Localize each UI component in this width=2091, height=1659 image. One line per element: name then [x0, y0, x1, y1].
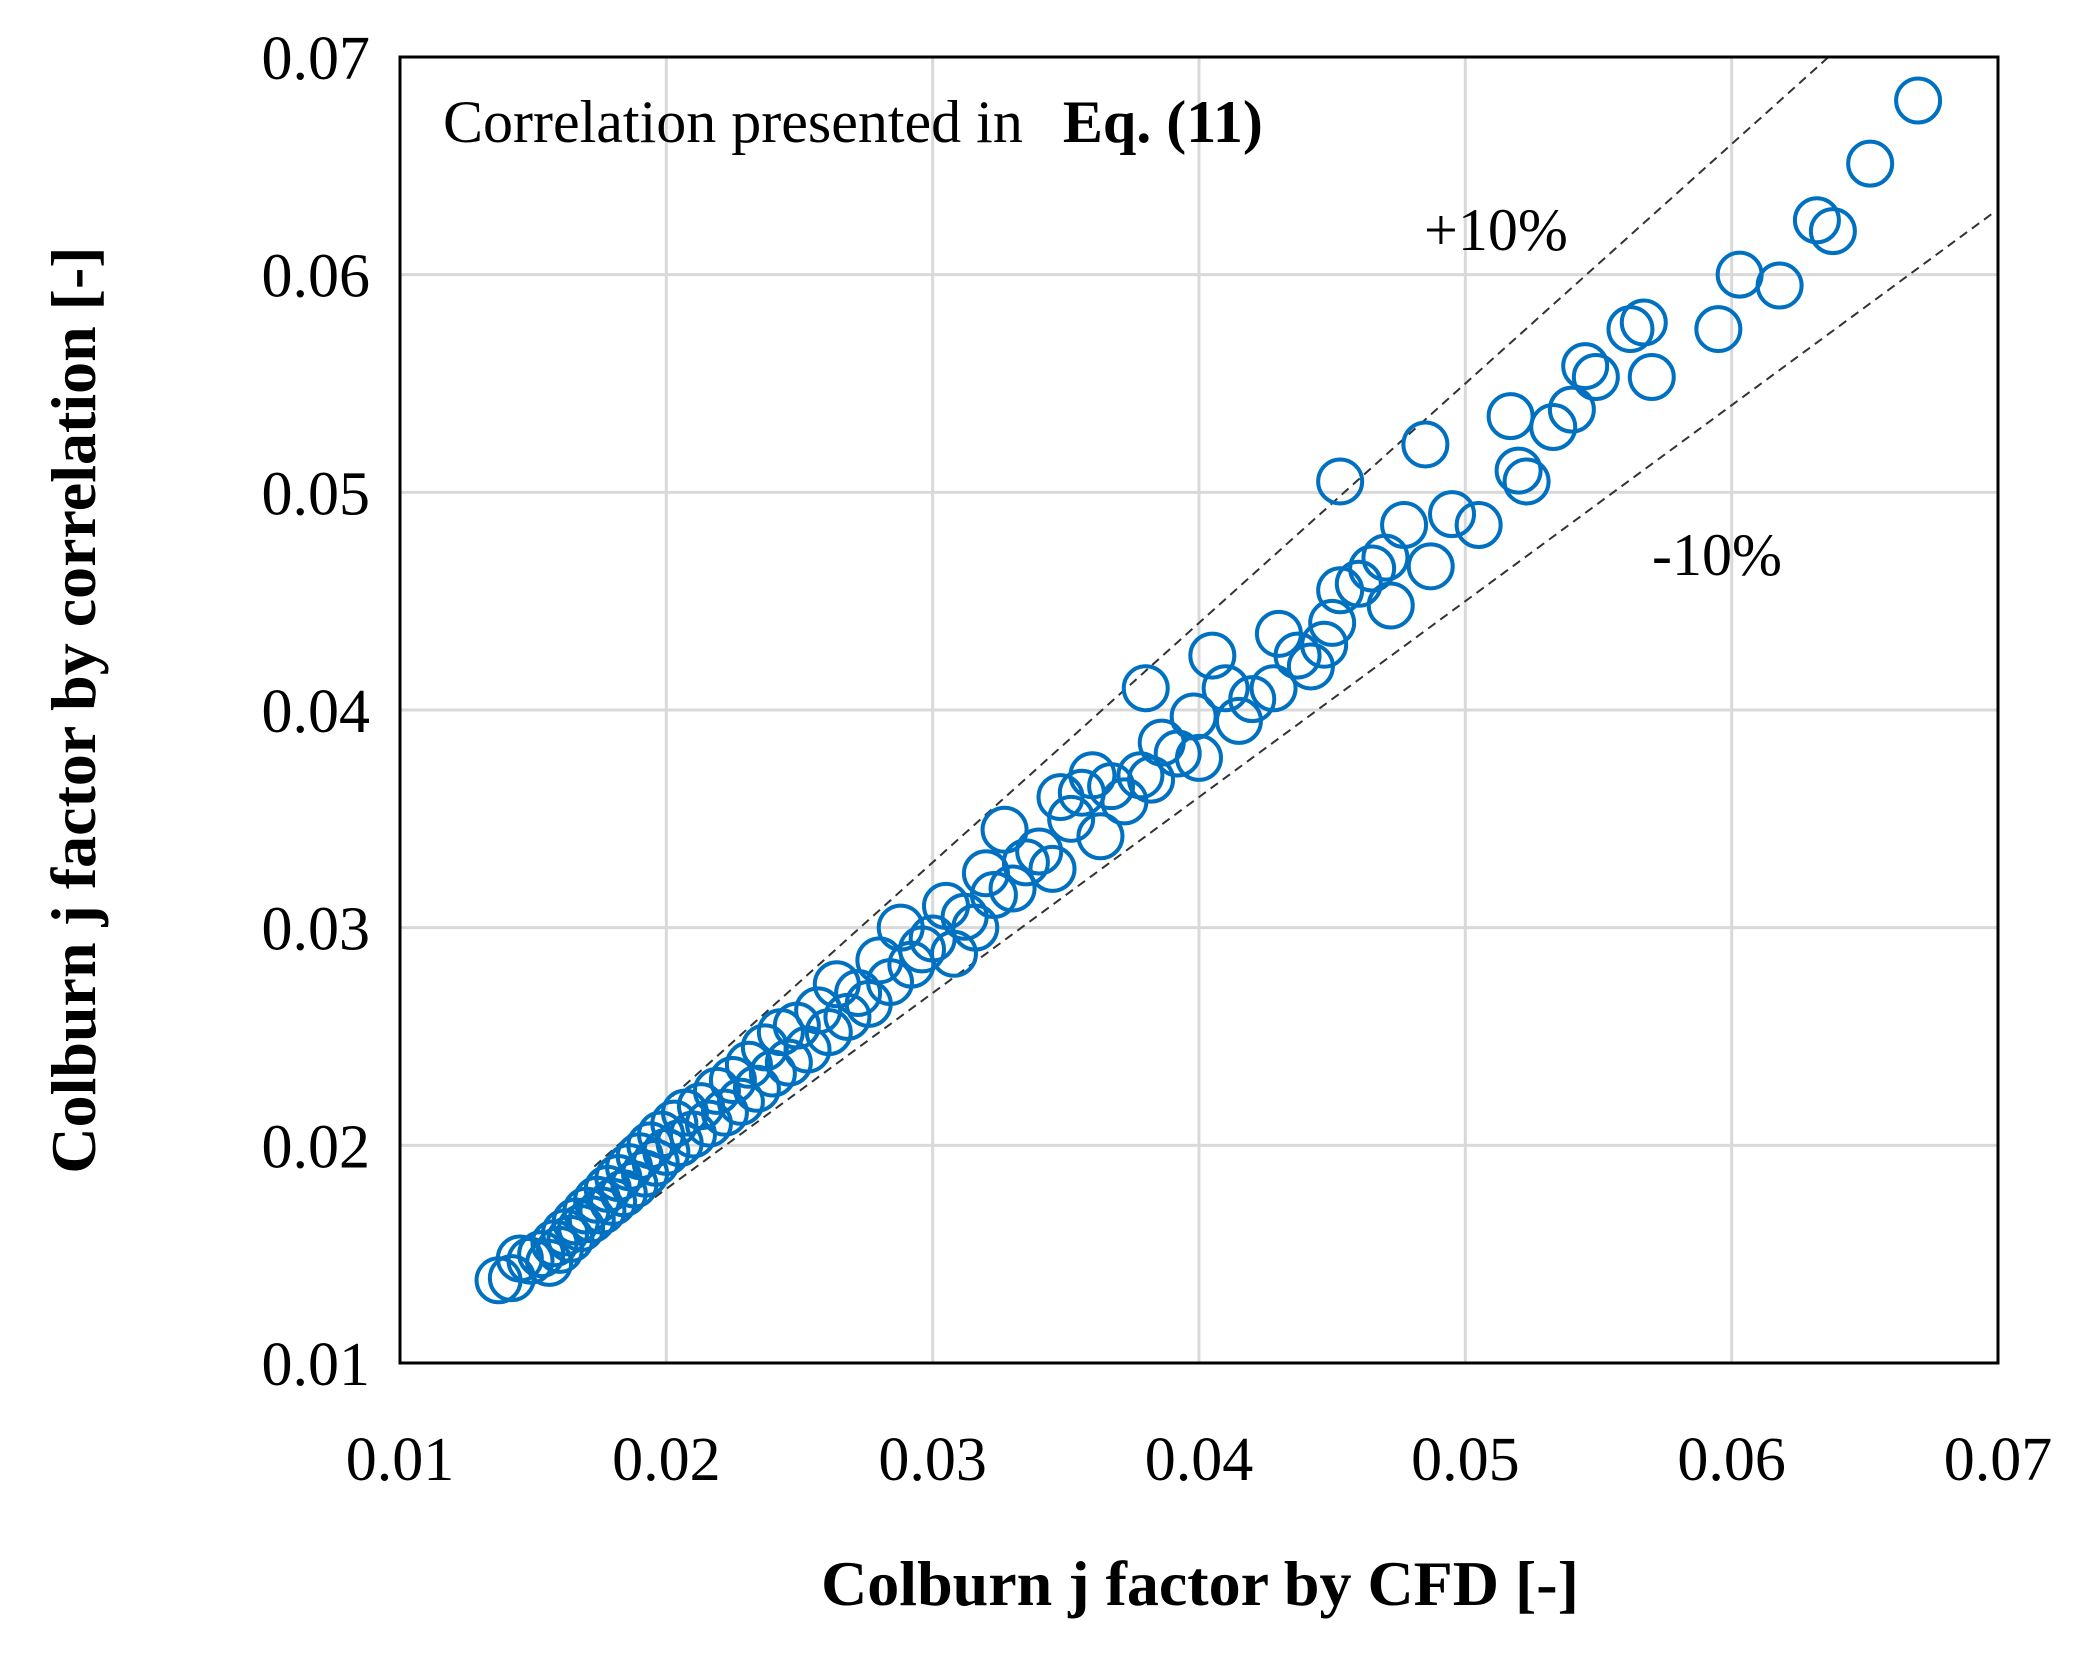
data-point	[708, 1056, 757, 1105]
y-tick-label: 0.03	[262, 896, 371, 964]
data-point	[1076, 812, 1125, 861]
x-tick-label: 0.01	[346, 1426, 455, 1494]
data-point	[1619, 298, 1668, 347]
error-bound-lines	[593, 56, 1996, 1243]
data-point	[1308, 598, 1357, 647]
data-point	[1894, 76, 1943, 125]
upper-bound-line	[593, 56, 1830, 1168]
data-point	[804, 1008, 853, 1057]
data-point	[1561, 342, 1610, 391]
y-tick-labels: 0.01 0.02 0.03 0.04 0.05 0.06 0.07	[262, 25, 371, 1399]
y-tick-label: 0.07	[262, 25, 371, 93]
data-point	[1694, 305, 1743, 354]
data-point	[1755, 261, 1804, 310]
data-point	[1366, 581, 1415, 630]
data-point	[700, 1088, 749, 1137]
correlation-annotation: Correlation presented in Eq. (11)	[443, 89, 1263, 155]
data-point	[1502, 457, 1551, 506]
data-point	[1808, 207, 1857, 256]
data-point	[1494, 446, 1543, 495]
y-tick-label: 0.05	[262, 460, 371, 528]
correlation-prefix: Correlation presented in	[443, 89, 1023, 155]
data-point	[1001, 838, 1050, 887]
data-point	[794, 986, 843, 1035]
data-point	[1228, 675, 1277, 724]
data-point	[1127, 755, 1176, 804]
data-point	[1188, 631, 1237, 680]
data-point	[1486, 392, 1535, 441]
data-point	[1401, 420, 1450, 469]
plot-frame	[398, 55, 2000, 1365]
data-point	[969, 871, 1018, 920]
data-point	[898, 925, 947, 974]
data-point	[1571, 352, 1620, 401]
y-axis-title: Colburn j factor by correlation [-]	[38, 246, 109, 1173]
data-point	[1015, 827, 1064, 876]
data-point	[1273, 631, 1322, 680]
data-point	[1175, 733, 1223, 782]
x-tick-label: 0.03	[878, 1426, 987, 1494]
data-point	[1627, 352, 1676, 401]
data-point	[1428, 490, 1477, 539]
y-tick-label: 0.06	[262, 243, 371, 311]
x-tick-label: 0.06	[1677, 1426, 1786, 1494]
data-point	[1380, 500, 1429, 549]
data-point	[684, 1099, 733, 1148]
data-point	[724, 1040, 773, 1089]
data-point	[1121, 664, 1170, 713]
x-tick-label: 0.07	[1944, 1426, 2053, 1494]
y-tick-label: 0.04	[262, 678, 371, 746]
data-point	[1047, 794, 1096, 843]
data-point	[988, 864, 1037, 913]
data-point	[631, 1138, 680, 1187]
data-point	[692, 1066, 741, 1115]
data-point	[716, 1077, 765, 1126]
y-tick-label: 0.02	[262, 1113, 371, 1181]
x-axis-title: Colburn j factor by CFD [-]	[821, 1548, 1579, 1619]
lower-bound-line	[593, 210, 1996, 1243]
data-point	[1249, 664, 1298, 713]
data-point	[1361, 533, 1410, 582]
x-tick-label: 0.05	[1411, 1426, 1520, 1494]
data-point	[506, 1236, 555, 1285]
data-point	[1316, 457, 1365, 506]
x-tick-labels: 0.01 0.02 0.03 0.04 0.05 0.06 0.07	[346, 1426, 2053, 1494]
data-point	[1087, 762, 1136, 811]
x-tick-label: 0.04	[1145, 1426, 1254, 1494]
data-point	[1792, 196, 1841, 245]
data-point	[1454, 500, 1503, 549]
lower-bound-label: -10%	[1652, 522, 1782, 588]
data-point	[1846, 139, 1895, 188]
data-point	[642, 1127, 691, 1176]
data-point	[1529, 403, 1578, 452]
data-point	[1547, 385, 1596, 434]
correlation-equation: Eq. (11)	[1063, 89, 1263, 155]
data-point	[1201, 664, 1250, 713]
data-point	[1028, 844, 1077, 893]
data-points	[474, 76, 1943, 1305]
upper-bound-label: +10%	[1424, 197, 1568, 263]
data-point	[1406, 542, 1455, 591]
x-tick-label: 0.02	[612, 1426, 721, 1494]
data-point	[1300, 620, 1349, 669]
y-tick-label: 0.01	[262, 1331, 371, 1399]
